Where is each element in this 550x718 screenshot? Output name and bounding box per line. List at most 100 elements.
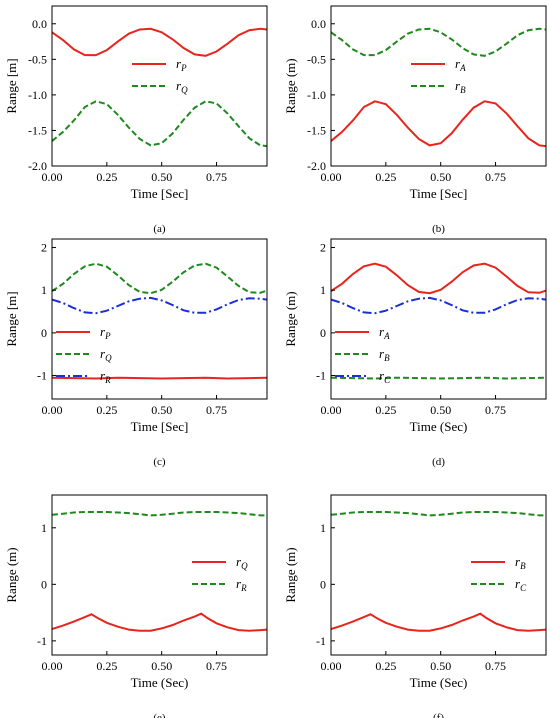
legend-symbol: r (236, 554, 242, 569)
legend: rA rBr C (335, 324, 391, 385)
x-tick-label: 0.00 (321, 403, 342, 417)
series-line-rA (331, 100, 546, 148)
x-axis-label: Time (Sec) (410, 675, 468, 690)
x-tick-label: 0.25 (96, 403, 117, 417)
y-tick-label: -1.5 (307, 123, 326, 137)
y-tick-label: -1.0 (307, 88, 326, 102)
legend-label-rR: rR (100, 368, 111, 385)
series-group (52, 262, 267, 380)
legend-symbol: r (455, 56, 461, 71)
x-tick-label: 0.00 (42, 170, 63, 184)
y-tick-label: -0.5 (28, 52, 47, 66)
x-tick-label: 0.50 (151, 170, 172, 184)
y-tick-label: 1 (41, 521, 47, 535)
x-tick-label: 0.75 (206, 659, 227, 673)
legend-symbol: r (379, 346, 385, 361)
y-tick-label: -1 (37, 369, 47, 383)
legend-label-rQ: rQ (100, 346, 112, 363)
series-line-rQ (52, 262, 267, 295)
y-tick-label: 0 (41, 577, 47, 591)
legend-symbol: r (100, 368, 106, 383)
y-tick-label: -2.0 (28, 159, 47, 173)
panel-caption: (b) (432, 223, 445, 235)
legend-subscript: R (104, 375, 111, 385)
legend: rA rB (411, 56, 466, 95)
series-group (331, 27, 546, 148)
y-axis-label: Range [m] (4, 291, 19, 346)
legend-symbol: r (455, 78, 461, 93)
legend-subscript: Q (181, 85, 188, 95)
legend-subscript: R (240, 583, 247, 593)
x-tick-label: 0.75 (206, 170, 227, 184)
x-tick-label: 0.25 (96, 659, 117, 673)
legend-label-rQ: rQ (236, 554, 248, 571)
y-tick-label: 0.0 (311, 17, 326, 31)
x-tick-label: 0.25 (96, 170, 117, 184)
legend-label-rB: rB (379, 346, 390, 363)
y-tick-label: 2 (320, 241, 326, 255)
legend-label-rA: rA (455, 56, 466, 73)
panel-caption: (c) (153, 456, 166, 468)
x-axis-label: Time [Sec] (131, 419, 189, 434)
series-line-rA (331, 262, 546, 295)
y-axis-label: Range (m) (283, 58, 298, 113)
series-line-rQ (52, 612, 267, 632)
x-tick-label: 0.00 (321, 170, 342, 184)
series-line-rB (331, 612, 546, 632)
legend-symbol: r (176, 78, 182, 93)
x-axis-label: Time [Sec] (131, 186, 189, 201)
panel-e: 0.00 0.25 0.50 0.75 1 0 -1 Time (Sec) Range (m) (… (4, 494, 268, 718)
panel-d: 0.00 0.25 0.50 0.75 2 1 0 -1 Time (Sec) Range (m)… (283, 238, 547, 468)
x-tick-label: 0.50 (151, 403, 172, 417)
plot-frame (330, 5, 547, 167)
plot-frame (330, 238, 547, 400)
x-tick-label: 0.50 (430, 170, 451, 184)
panel-caption: (d) (432, 456, 445, 468)
y-tick-label: -1 (37, 634, 47, 648)
legend-label-rQ: rQ (176, 78, 188, 95)
y-tick-label: -1.0 (28, 88, 47, 102)
series-line-rR (52, 511, 267, 517)
series-group (52, 511, 267, 632)
x-tick-label: 0.75 (206, 403, 227, 417)
legend-label-rP: rP (176, 56, 187, 73)
legend-subscript: B (520, 561, 526, 571)
x-tick-label: 0.00 (321, 659, 342, 673)
x-tick-label: 0.00 (42, 659, 63, 673)
x-tick-label: 0.75 (485, 170, 506, 184)
y-axis-label: Range (m) (283, 547, 298, 602)
y-tick-label: -1 (316, 369, 326, 383)
series-line-rR (52, 296, 267, 315)
legend-subscript: B (384, 353, 390, 363)
legend-subscript: A (383, 331, 390, 341)
x-axis-label: Time (Sec) (410, 419, 468, 434)
y-tick-label: 0.0 (32, 17, 47, 31)
x-tick-label: 0.50 (430, 403, 451, 417)
plot-frame (330, 494, 547, 656)
panel-c: 0.00 0.25 0.50 0.75 2 1 0 -1 Time [Sec] Range [m]… (4, 238, 268, 468)
legend-label-rB: rB (515, 554, 526, 571)
series-line-rP (52, 376, 267, 380)
series-line-rC (331, 511, 546, 517)
legend-symbol: r (100, 346, 106, 361)
y-tick-label: 0 (41, 326, 47, 340)
panel-b: 0.00 0.25 0.50 0.75 0.0 -0.5 -1.0 -1.5 -2.0 Time … (283, 5, 547, 235)
legend-subscript: C (384, 375, 391, 385)
x-tick-label: 0.50 (151, 659, 172, 673)
legend-label-rB: rB (455, 78, 466, 95)
legend-symbol: r (176, 56, 182, 71)
y-tick-label: -0.5 (307, 52, 326, 66)
x-tick-label: 0.25 (375, 659, 396, 673)
legend-label-rA: rA (379, 324, 390, 341)
plot-frame (51, 5, 268, 167)
panel-caption: (a) (153, 223, 166, 235)
panel-caption: (e) (153, 712, 166, 718)
x-axis-label: Time [Sec] (410, 186, 468, 201)
x-tick-label: 0.00 (42, 403, 63, 417)
legend-subscript: C (520, 583, 527, 593)
legend-label-rP: rP (100, 324, 111, 341)
legend-subscript: P (104, 331, 111, 341)
